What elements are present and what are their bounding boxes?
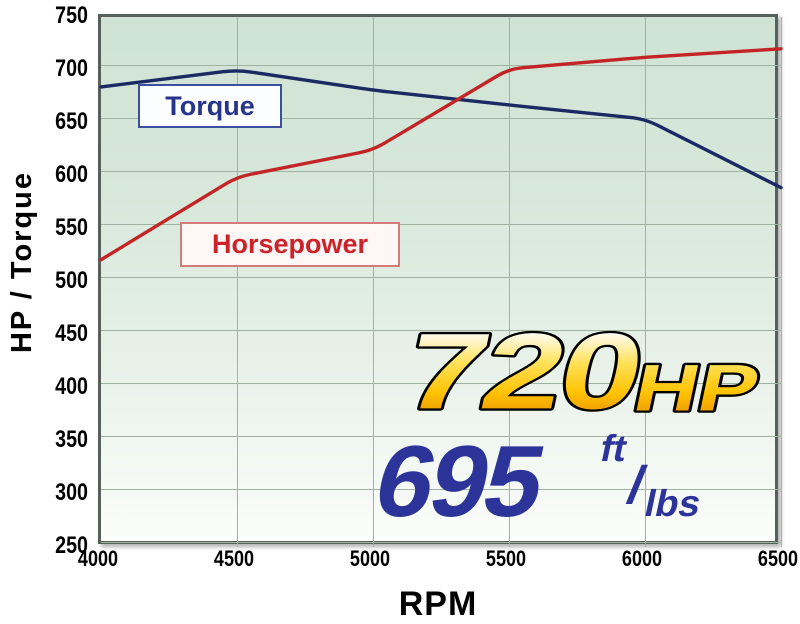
svg-text:lbs: lbs [641,483,705,525]
svg-text:695: 695 [366,425,553,538]
svg-text:ft: ft [597,428,632,470]
svg-text:720HP: 720HP [395,312,775,432]
